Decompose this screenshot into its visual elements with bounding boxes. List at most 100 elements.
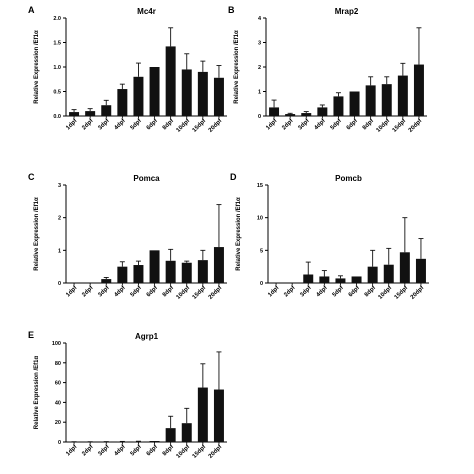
y-axis-label: Relative Expression /Ef1α bbox=[34, 197, 40, 271]
bar bbox=[349, 91, 360, 116]
y-tick-label: 4 bbox=[258, 16, 262, 22]
x-tick-label: 1dpf bbox=[65, 443, 79, 457]
x-tick-label: 6dpf bbox=[146, 443, 160, 457]
panel-letter: B bbox=[228, 5, 235, 15]
chart-title: Mrap2 bbox=[335, 7, 359, 16]
x-tick-label: 2dpf bbox=[81, 117, 95, 131]
bar bbox=[213, 77, 224, 116]
y-tick-label: 60 bbox=[55, 381, 61, 387]
x-tick-label: 15dpf bbox=[192, 284, 208, 300]
x-tick-label: 10dpf bbox=[176, 443, 192, 459]
y-tick-label: 0 bbox=[258, 114, 261, 120]
chart-title: Pomca bbox=[133, 174, 160, 183]
bar bbox=[213, 389, 224, 442]
y-tick-label: 1 bbox=[58, 248, 61, 254]
x-tick-label: 5dpf bbox=[330, 117, 344, 131]
x-tick-label: 8dpf bbox=[162, 117, 176, 131]
bar bbox=[101, 279, 112, 283]
x-tick-label: 3dpf bbox=[97, 284, 111, 298]
bar bbox=[213, 247, 224, 283]
x-tick-label: 6dpf bbox=[146, 117, 160, 131]
x-tick-label: 2dpf bbox=[281, 117, 295, 131]
bar bbox=[351, 276, 362, 283]
y-tick-label: 20 bbox=[55, 420, 61, 426]
chart-panel-e: E Agrp1 Relative Expression /Ef1α 0 20 40 60 80… bbox=[28, 330, 227, 460]
y-axis-label: Relative Expression /Ef1α bbox=[34, 355, 40, 429]
bar bbox=[269, 107, 280, 116]
bar bbox=[413, 64, 424, 116]
bar bbox=[399, 252, 410, 283]
bar bbox=[133, 76, 144, 116]
chart-title: Pomcb bbox=[335, 174, 362, 183]
x-tick-label: 3dpf bbox=[97, 117, 111, 131]
x-tick-label: 3dpf bbox=[97, 443, 111, 457]
y-tick-label: 2.0 bbox=[53, 16, 61, 22]
bar bbox=[165, 428, 176, 442]
x-tick-label: 1dpf bbox=[267, 284, 281, 298]
bar bbox=[133, 265, 144, 283]
y-tick-label: 3 bbox=[258, 41, 261, 47]
x-tick-label: 2dpf bbox=[283, 284, 297, 298]
bar bbox=[333, 96, 344, 116]
chart-title: Agrp1 bbox=[135, 332, 159, 341]
bar bbox=[415, 258, 426, 283]
y-tick-label: 5 bbox=[260, 248, 263, 254]
x-tick-label: 3dpf bbox=[299, 284, 313, 298]
x-tick-label: 20dpf bbox=[208, 117, 224, 133]
bar bbox=[149, 67, 160, 116]
x-tick-label: 15dpf bbox=[392, 117, 408, 133]
x-tick-label: 2dpf bbox=[81, 443, 95, 457]
y-tick-label: 100 bbox=[52, 341, 61, 347]
bar bbox=[165, 260, 176, 283]
bar bbox=[181, 69, 192, 116]
panel-letter: C bbox=[28, 172, 35, 182]
bar bbox=[117, 89, 128, 116]
y-axis-label: Relative Expression /Ef1α bbox=[234, 30, 240, 104]
bar bbox=[117, 266, 128, 283]
panel-letter: D bbox=[230, 172, 237, 182]
x-tick-label: 8dpf bbox=[364, 284, 378, 298]
bar bbox=[149, 250, 160, 283]
x-tick-label: 20dpf bbox=[410, 284, 426, 300]
y-tick-label: 0 bbox=[58, 440, 61, 446]
bar bbox=[303, 274, 314, 283]
panel-letter: A bbox=[28, 5, 35, 15]
bar bbox=[383, 264, 394, 283]
x-tick-label: 6dpf bbox=[346, 117, 360, 131]
x-tick-label: 1dpf bbox=[65, 117, 79, 131]
x-tick-label: 8dpf bbox=[162, 443, 176, 457]
y-tick-label: 0.5 bbox=[53, 90, 61, 96]
x-tick-label: 20dpf bbox=[208, 443, 224, 459]
bar bbox=[101, 105, 112, 116]
x-tick-label: 5dpf bbox=[130, 443, 144, 457]
y-tick-label: 15 bbox=[257, 183, 263, 189]
x-tick-label: 20dpf bbox=[208, 284, 224, 300]
x-tick-label: 4dpf bbox=[316, 284, 330, 298]
bar bbox=[181, 262, 192, 283]
x-tick-label: 2dpf bbox=[81, 284, 95, 298]
panel-letter: E bbox=[28, 330, 34, 340]
x-tick-label: 15dpf bbox=[394, 284, 410, 300]
chart-panel-b: B Mrap2 Relative Expression /Ef1α 0 1 2 3 4 1dpf… bbox=[228, 5, 427, 134]
x-tick-label: 5dpf bbox=[130, 284, 144, 298]
x-tick-label: 6dpf bbox=[146, 284, 160, 298]
x-tick-label: 4dpf bbox=[114, 443, 128, 457]
y-tick-label: 2 bbox=[258, 65, 261, 71]
x-tick-label: 6dpf bbox=[348, 284, 362, 298]
y-tick-label: 40 bbox=[55, 400, 61, 406]
x-tick-label: 10dpf bbox=[176, 117, 192, 133]
y-tick-label: 3 bbox=[58, 183, 61, 189]
chart-panel-a: A Mc4r Relative Expression /Ef1α 0.0 0.5 1.0 1… bbox=[28, 5, 227, 134]
chart-title: Mc4r bbox=[137, 7, 156, 16]
bar bbox=[301, 113, 312, 116]
x-tick-label: 8dpf bbox=[162, 284, 176, 298]
bar bbox=[365, 85, 376, 116]
bar bbox=[69, 112, 80, 116]
y-tick-label: 0 bbox=[260, 281, 263, 287]
x-tick-label: 4dpf bbox=[314, 117, 328, 131]
x-tick-label: 15dpf bbox=[192, 443, 208, 459]
bar bbox=[197, 71, 208, 116]
bar bbox=[197, 387, 208, 442]
